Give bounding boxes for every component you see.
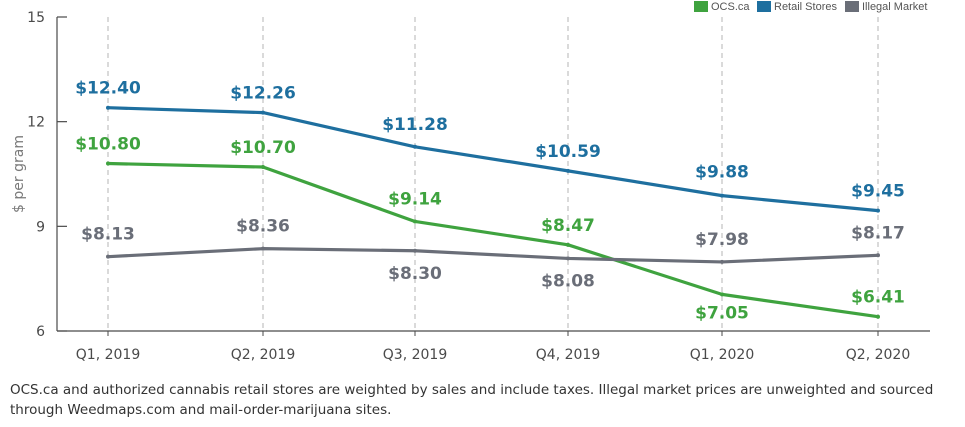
- legend-swatch-ocs-ca: [694, 1, 708, 12]
- data-label-ocs-ca-1: $10.80: [75, 135, 141, 155]
- data-label-illegal-market-1: $8.13: [81, 225, 135, 245]
- point-illegal-market-1: [106, 254, 110, 259]
- vertical-gridlines: [107, 17, 879, 331]
- point-illegal-market-2: [261, 246, 265, 251]
- data-label-retail-stores-2: $12.26: [230, 84, 296, 104]
- point-illegal-market-6: [876, 253, 880, 258]
- data-label-retail-stores-1: $12.40: [75, 79, 141, 99]
- legend-label-ocs-ca: OCS.ca: [711, 1, 750, 13]
- legend-swatch-illegal-market: [845, 1, 859, 12]
- point-retail-stores-1: [106, 105, 110, 110]
- axes: 6 9 12 15 Q1, 2019 Q2, 2019 Q3, 2019 Q4, 2019 Q1…: [11, 10, 930, 363]
- data-label-retail-stores-4: $10.59: [535, 142, 601, 162]
- point-illegal-market-4: [566, 256, 570, 261]
- y-axis-title: $ per gram: [11, 135, 27, 213]
- price-line-chart: 6 9 12 15 Q1, 2019 Q2, 2019 Q3, 2019 Q4, 2019 Q1…: [11, 1, 930, 363]
- series-line-retail-stores: [106, 106, 880, 213]
- data-label-illegal-market-5: $7.98: [695, 230, 749, 250]
- data-label-illegal-market-3: $8.30: [388, 264, 442, 284]
- data-label-ocs-ca-6: $6.41: [851, 288, 905, 308]
- chart-caption: OCS.ca and authorized cannabis retail st…: [10, 382, 934, 418]
- point-ocs-ca-3: [413, 219, 417, 224]
- data-label-ocs-ca-5: $7.05: [695, 303, 749, 323]
- series-line-illegal-market: [106, 247, 880, 264]
- point-illegal-market-3: [413, 248, 417, 253]
- point-illegal-market-5: [720, 259, 724, 264]
- y-tick-label-15: 15: [27, 10, 45, 26]
- point-ocs-ca-5: [720, 292, 724, 297]
- x-tick-label-5: Q1, 2020: [690, 347, 754, 363]
- point-retail-stores-3: [413, 144, 417, 149]
- y-tick-label-9: 9: [36, 219, 45, 235]
- x-tick-label-6: Q2, 2020: [846, 347, 910, 363]
- data-label-illegal-market-2: $8.36: [236, 217, 290, 237]
- data-label-ocs-ca-3: $9.14: [388, 189, 442, 209]
- point-ocs-ca-4: [566, 242, 570, 247]
- point-retail-stores-4: [566, 168, 570, 173]
- legend-label-retail-stores: Retail Stores: [774, 1, 837, 13]
- legend: OCS.ca Retail Stores Illegal Market: [694, 1, 927, 13]
- data-labels: $10.80 $10.70 $9.14 $8.47 $7.05 $6.41 $12.40 $1…: [75, 79, 905, 324]
- point-ocs-ca-2: [261, 165, 265, 170]
- data-label-retail-stores-5: $9.88: [695, 163, 749, 183]
- legend-swatch-retail-stores: [757, 1, 771, 12]
- data-label-illegal-market-6: $8.17: [851, 223, 905, 243]
- point-ocs-ca-6: [876, 314, 880, 319]
- y-tick-label-6: 6: [36, 324, 45, 340]
- point-ocs-ca-1: [106, 161, 110, 166]
- data-label-retail-stores-6: $9.45: [851, 182, 905, 202]
- y-tick-label-12: 12: [27, 115, 45, 131]
- series-line-ocs-ca: [106, 161, 880, 319]
- x-tick-label-2: Q2, 2019: [231, 347, 295, 363]
- point-retail-stores-5: [720, 193, 724, 198]
- data-label-ocs-ca-2: $10.70: [230, 138, 296, 158]
- data-label-illegal-market-4: $8.08: [541, 271, 595, 291]
- x-tick-label-3: Q3, 2019: [383, 347, 447, 363]
- x-tick-label-4: Q4, 2019: [536, 347, 600, 363]
- point-retail-stores-2: [261, 110, 265, 115]
- data-label-ocs-ca-4: $8.47: [541, 216, 595, 236]
- legend-label-illegal-market: Illegal Market: [862, 1, 927, 13]
- series-lines: [106, 105, 880, 319]
- data-label-retail-stores-3: $11.28: [382, 115, 448, 135]
- point-retail-stores-6: [876, 208, 880, 213]
- x-tick-label-1: Q1, 2019: [76, 347, 140, 363]
